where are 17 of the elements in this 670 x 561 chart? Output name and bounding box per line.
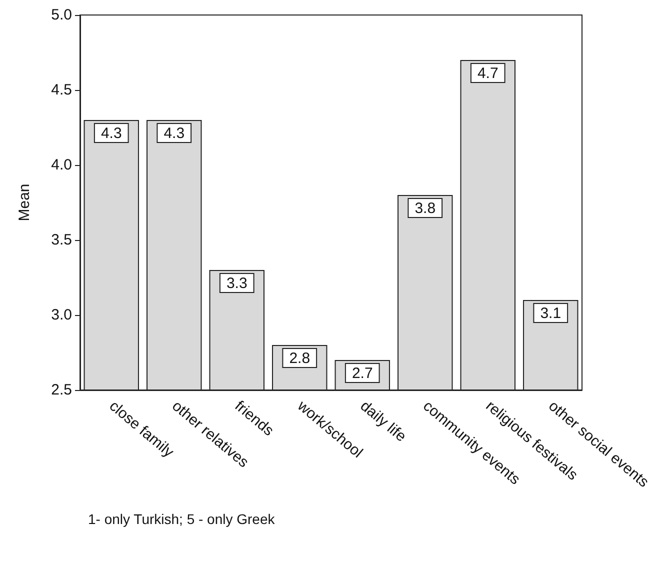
y-axis-title: Mean bbox=[16, 184, 33, 222]
data-label: 2.8 bbox=[289, 350, 310, 367]
y-tick-label: 5.0 bbox=[51, 6, 72, 24]
x-tick-label: daily life bbox=[356, 397, 410, 446]
y-tick-label: 4.0 bbox=[51, 156, 72, 174]
data-label: 3.1 bbox=[540, 305, 562, 322]
text: 1- only Turkish; 5 - only Greek bbox=[88, 511, 276, 527]
data-label: 3.8 bbox=[414, 200, 436, 217]
data-label: 4.3 bbox=[164, 125, 185, 142]
y-tick-label: 4.5 bbox=[51, 82, 72, 98]
y-tick-label: 3.5 bbox=[51, 232, 72, 248]
data-label: 4.3 bbox=[100, 125, 122, 142]
data-label: 2.7 bbox=[352, 365, 373, 382]
data-label: 4.7 bbox=[477, 65, 498, 82]
y-tick-label: 3.0 bbox=[51, 306, 72, 324]
y-tick-label: 2.5 bbox=[51, 382, 72, 398]
data-label: 3.3 bbox=[226, 275, 248, 292]
